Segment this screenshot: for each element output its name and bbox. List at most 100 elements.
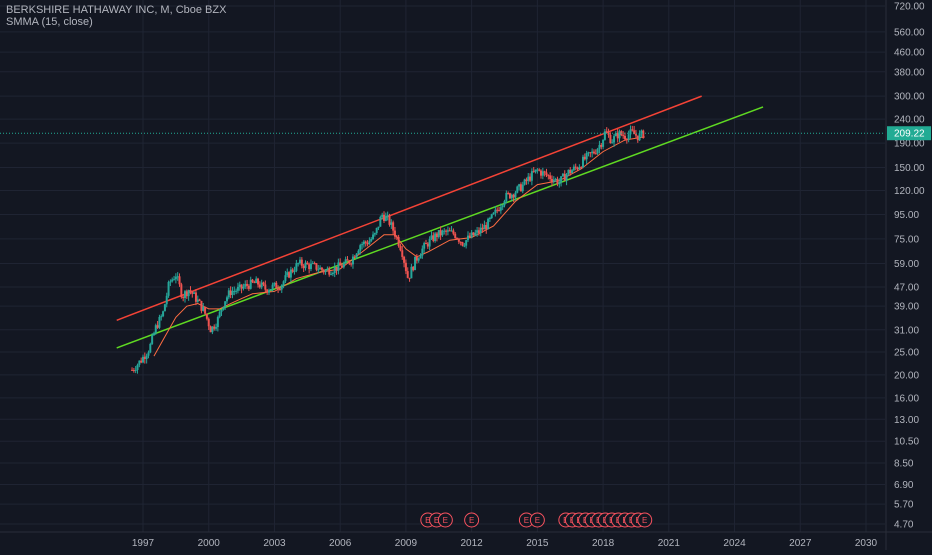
candle[interactable]	[368, 237, 371, 245]
candle[interactable]	[403, 255, 406, 268]
candle[interactable]	[483, 220, 486, 230]
candle[interactable]	[297, 262, 300, 267]
candle[interactable]	[487, 217, 490, 230]
candle[interactable]	[189, 286, 192, 295]
candle[interactable]	[220, 309, 223, 317]
candle[interactable]	[456, 237, 459, 240]
candle[interactable]	[423, 241, 426, 253]
candle[interactable]	[278, 286, 281, 291]
candle[interactable]	[534, 169, 537, 174]
candle[interactable]	[183, 290, 186, 303]
candle[interactable]	[580, 166, 583, 169]
candle[interactable]	[532, 166, 535, 173]
candle[interactable]	[609, 132, 612, 144]
candle[interactable]	[200, 300, 203, 314]
candle[interactable]	[277, 285, 280, 294]
candle[interactable]	[443, 228, 446, 235]
candle[interactable]	[377, 226, 380, 231]
candle[interactable]	[434, 231, 437, 243]
candle[interactable]	[246, 279, 249, 290]
candle[interactable]	[258, 281, 261, 289]
candle[interactable]	[488, 216, 491, 222]
candle[interactable]	[229, 286, 232, 299]
candle[interactable]	[415, 254, 418, 264]
candle[interactable]	[275, 280, 278, 289]
candle[interactable]	[362, 239, 365, 248]
candle[interactable]	[430, 231, 433, 241]
candle[interactable]	[412, 265, 415, 272]
candle[interactable]	[498, 206, 501, 212]
candle[interactable]	[445, 229, 448, 236]
candle[interactable]	[346, 256, 349, 261]
candle[interactable]	[288, 271, 291, 279]
candle[interactable]	[324, 268, 327, 275]
candle[interactable]	[476, 226, 479, 237]
candle[interactable]	[624, 132, 626, 141]
candle[interactable]	[529, 173, 532, 182]
candle[interactable]	[151, 333, 154, 346]
indicator-label[interactable]: SMMA (15, close)	[6, 16, 93, 28]
candle[interactable]	[399, 243, 402, 252]
candle[interactable]	[510, 193, 513, 202]
candle[interactable]	[390, 219, 393, 229]
candle[interactable]	[572, 164, 575, 172]
candle[interactable]	[448, 227, 451, 232]
candle[interactable]	[266, 288, 269, 295]
candle[interactable]	[191, 290, 194, 298]
candle[interactable]	[477, 227, 480, 236]
candle[interactable]	[357, 249, 360, 255]
candle[interactable]	[295, 259, 298, 273]
candle[interactable]	[507, 191, 510, 195]
candle[interactable]	[247, 284, 250, 292]
candle[interactable]	[176, 272, 179, 281]
candle[interactable]	[366, 240, 369, 247]
trend-channel[interactable]	[116, 95, 764, 349]
candle[interactable]	[149, 342, 152, 354]
candle[interactable]	[154, 323, 157, 335]
candle[interactable]	[319, 265, 322, 270]
candle[interactable]	[317, 265, 320, 274]
candle[interactable]	[361, 241, 364, 250]
candle[interactable]	[242, 283, 245, 291]
candle[interactable]	[540, 169, 543, 179]
candle[interactable]	[523, 178, 526, 186]
candle[interactable]	[204, 306, 207, 315]
candle[interactable]	[569, 167, 572, 176]
candle[interactable]	[607, 128, 610, 138]
candle[interactable]	[222, 306, 225, 311]
candle[interactable]	[463, 242, 466, 248]
candle[interactable]	[424, 239, 427, 245]
candle[interactable]	[556, 176, 559, 187]
candle[interactable]	[302, 263, 305, 273]
candle[interactable]	[605, 127, 608, 133]
candle[interactable]	[379, 215, 382, 227]
candle[interactable]	[428, 236, 431, 251]
candle[interactable]	[530, 168, 533, 186]
candle[interactable]	[306, 260, 309, 265]
candle[interactable]	[233, 286, 236, 296]
candle[interactable]	[196, 295, 199, 303]
candle[interactable]	[344, 256, 347, 264]
candle[interactable]	[162, 310, 165, 318]
candle[interactable]	[353, 254, 356, 258]
candle[interactable]	[499, 203, 502, 214]
candle[interactable]	[253, 280, 256, 284]
candle[interactable]	[224, 301, 227, 310]
candle[interactable]	[552, 176, 555, 184]
symbol-title[interactable]: BERKSHIRE HATHAWAY INC, M, Cboe BZX	[6, 4, 227, 16]
candle[interactable]	[561, 173, 564, 177]
candle[interactable]	[158, 314, 161, 329]
candle[interactable]	[359, 243, 362, 255]
candle[interactable]	[169, 279, 172, 287]
candle[interactable]	[627, 130, 630, 143]
candle[interactable]	[134, 365, 137, 374]
candle[interactable]	[225, 295, 228, 304]
candle[interactable]	[640, 129, 643, 138]
candle[interactable]	[541, 167, 544, 180]
candle[interactable]	[397, 234, 400, 248]
candle[interactable]	[244, 280, 247, 290]
candle[interactable]	[341, 262, 344, 268]
candle[interactable]	[350, 262, 353, 267]
candle[interactable]	[616, 128, 619, 143]
candle[interactable]	[249, 276, 252, 290]
